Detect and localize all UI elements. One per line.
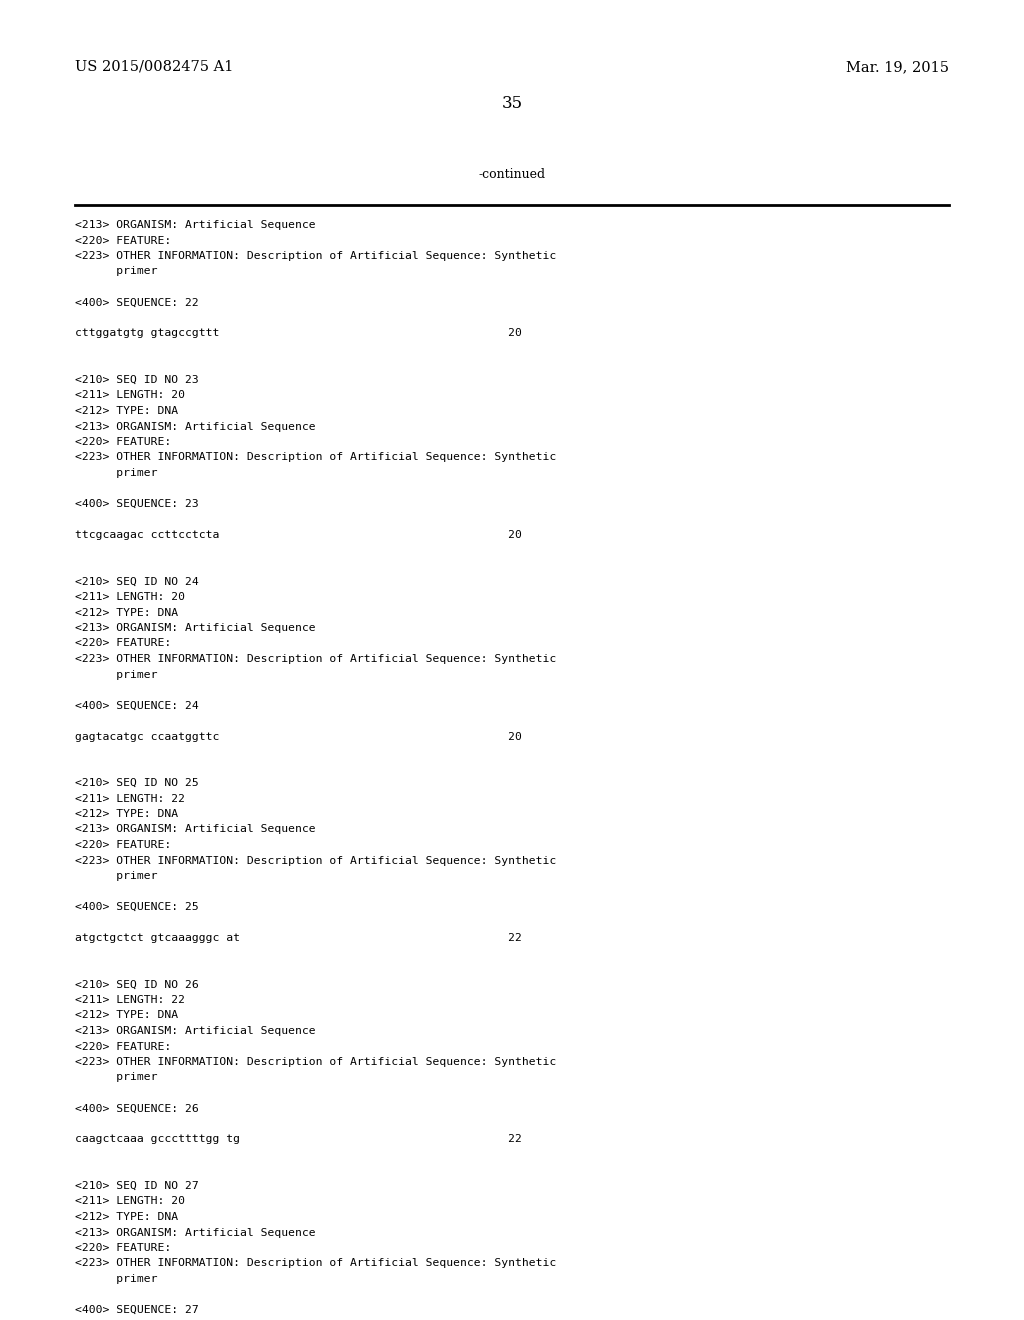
Text: <400> SEQUENCE: 22: <400> SEQUENCE: 22 xyxy=(75,297,199,308)
Text: <220> FEATURE:: <220> FEATURE: xyxy=(75,235,171,246)
Text: <400> SEQUENCE: 27: <400> SEQUENCE: 27 xyxy=(75,1305,199,1315)
Text: <223> OTHER INFORMATION: Description of Artificial Sequence: Synthetic: <223> OTHER INFORMATION: Description of … xyxy=(75,453,556,462)
Text: <220> FEATURE:: <220> FEATURE: xyxy=(75,840,171,850)
Text: <213> ORGANISM: Artificial Sequence: <213> ORGANISM: Artificial Sequence xyxy=(75,825,315,834)
Text: <223> OTHER INFORMATION: Description of Artificial Sequence: Synthetic: <223> OTHER INFORMATION: Description of … xyxy=(75,1057,556,1067)
Text: <220> FEATURE:: <220> FEATURE: xyxy=(75,1041,171,1052)
Text: <212> TYPE: DNA: <212> TYPE: DNA xyxy=(75,607,178,618)
Text: <213> ORGANISM: Artificial Sequence: <213> ORGANISM: Artificial Sequence xyxy=(75,1026,315,1036)
Text: <211> LENGTH: 20: <211> LENGTH: 20 xyxy=(75,1196,185,1206)
Text: <212> TYPE: DNA: <212> TYPE: DNA xyxy=(75,1011,178,1020)
Text: <212> TYPE: DNA: <212> TYPE: DNA xyxy=(75,809,178,818)
Text: <210> SEQ ID NO 26: <210> SEQ ID NO 26 xyxy=(75,979,199,990)
Text: primer: primer xyxy=(75,1072,158,1082)
Text: <213> ORGANISM: Artificial Sequence: <213> ORGANISM: Artificial Sequence xyxy=(75,623,315,634)
Text: <211> LENGTH: 20: <211> LENGTH: 20 xyxy=(75,591,185,602)
Text: <213> ORGANISM: Artificial Sequence: <213> ORGANISM: Artificial Sequence xyxy=(75,421,315,432)
Text: ttcgcaagac ccttcctcta                                          20: ttcgcaagac ccttcctcta 20 xyxy=(75,531,522,540)
Text: primer: primer xyxy=(75,669,158,680)
Text: -continued: -continued xyxy=(478,168,546,181)
Text: <223> OTHER INFORMATION: Description of Artificial Sequence: Synthetic: <223> OTHER INFORMATION: Description of … xyxy=(75,653,556,664)
Text: <212> TYPE: DNA: <212> TYPE: DNA xyxy=(75,1212,178,1222)
Text: <211> LENGTH: 20: <211> LENGTH: 20 xyxy=(75,391,185,400)
Text: caagctcaaa gcccttttgg tg                                       22: caagctcaaa gcccttttgg tg 22 xyxy=(75,1134,522,1144)
Text: <400> SEQUENCE: 25: <400> SEQUENCE: 25 xyxy=(75,902,199,912)
Text: <223> OTHER INFORMATION: Description of Artificial Sequence: Synthetic: <223> OTHER INFORMATION: Description of … xyxy=(75,855,556,866)
Text: <210> SEQ ID NO 23: <210> SEQ ID NO 23 xyxy=(75,375,199,385)
Text: <220> FEATURE:: <220> FEATURE: xyxy=(75,437,171,447)
Text: <211> LENGTH: 22: <211> LENGTH: 22 xyxy=(75,995,185,1005)
Text: US 2015/0082475 A1: US 2015/0082475 A1 xyxy=(75,59,233,74)
Text: <400> SEQUENCE: 23: <400> SEQUENCE: 23 xyxy=(75,499,199,510)
Text: <213> ORGANISM: Artificial Sequence: <213> ORGANISM: Artificial Sequence xyxy=(75,220,315,230)
Text: <210> SEQ ID NO 25: <210> SEQ ID NO 25 xyxy=(75,777,199,788)
Text: <220> FEATURE:: <220> FEATURE: xyxy=(75,639,171,648)
Text: gagtacatgc ccaatggttc                                          20: gagtacatgc ccaatggttc 20 xyxy=(75,731,522,742)
Text: primer: primer xyxy=(75,871,158,880)
Text: atgctgctct gtcaaagggc at                                       22: atgctgctct gtcaaagggc at 22 xyxy=(75,933,522,942)
Text: <223> OTHER INFORMATION: Description of Artificial Sequence: Synthetic: <223> OTHER INFORMATION: Description of … xyxy=(75,251,556,261)
Text: <400> SEQUENCE: 24: <400> SEQUENCE: 24 xyxy=(75,701,199,710)
Text: primer: primer xyxy=(75,1274,158,1284)
Text: Mar. 19, 2015: Mar. 19, 2015 xyxy=(846,59,949,74)
Text: <210> SEQ ID NO 27: <210> SEQ ID NO 27 xyxy=(75,1181,199,1191)
Text: primer: primer xyxy=(75,267,158,276)
Text: <210> SEQ ID NO 24: <210> SEQ ID NO 24 xyxy=(75,577,199,586)
Text: primer: primer xyxy=(75,469,158,478)
Text: <223> OTHER INFORMATION: Description of Artificial Sequence: Synthetic: <223> OTHER INFORMATION: Description of … xyxy=(75,1258,556,1269)
Text: <213> ORGANISM: Artificial Sequence: <213> ORGANISM: Artificial Sequence xyxy=(75,1228,315,1238)
Text: <220> FEATURE:: <220> FEATURE: xyxy=(75,1243,171,1253)
Text: 35: 35 xyxy=(502,95,522,112)
Text: <212> TYPE: DNA: <212> TYPE: DNA xyxy=(75,407,178,416)
Text: <400> SEQUENCE: 26: <400> SEQUENCE: 26 xyxy=(75,1104,199,1114)
Text: <211> LENGTH: 22: <211> LENGTH: 22 xyxy=(75,793,185,804)
Text: cttggatgtg gtagccgttt                                          20: cttggatgtg gtagccgttt 20 xyxy=(75,329,522,338)
